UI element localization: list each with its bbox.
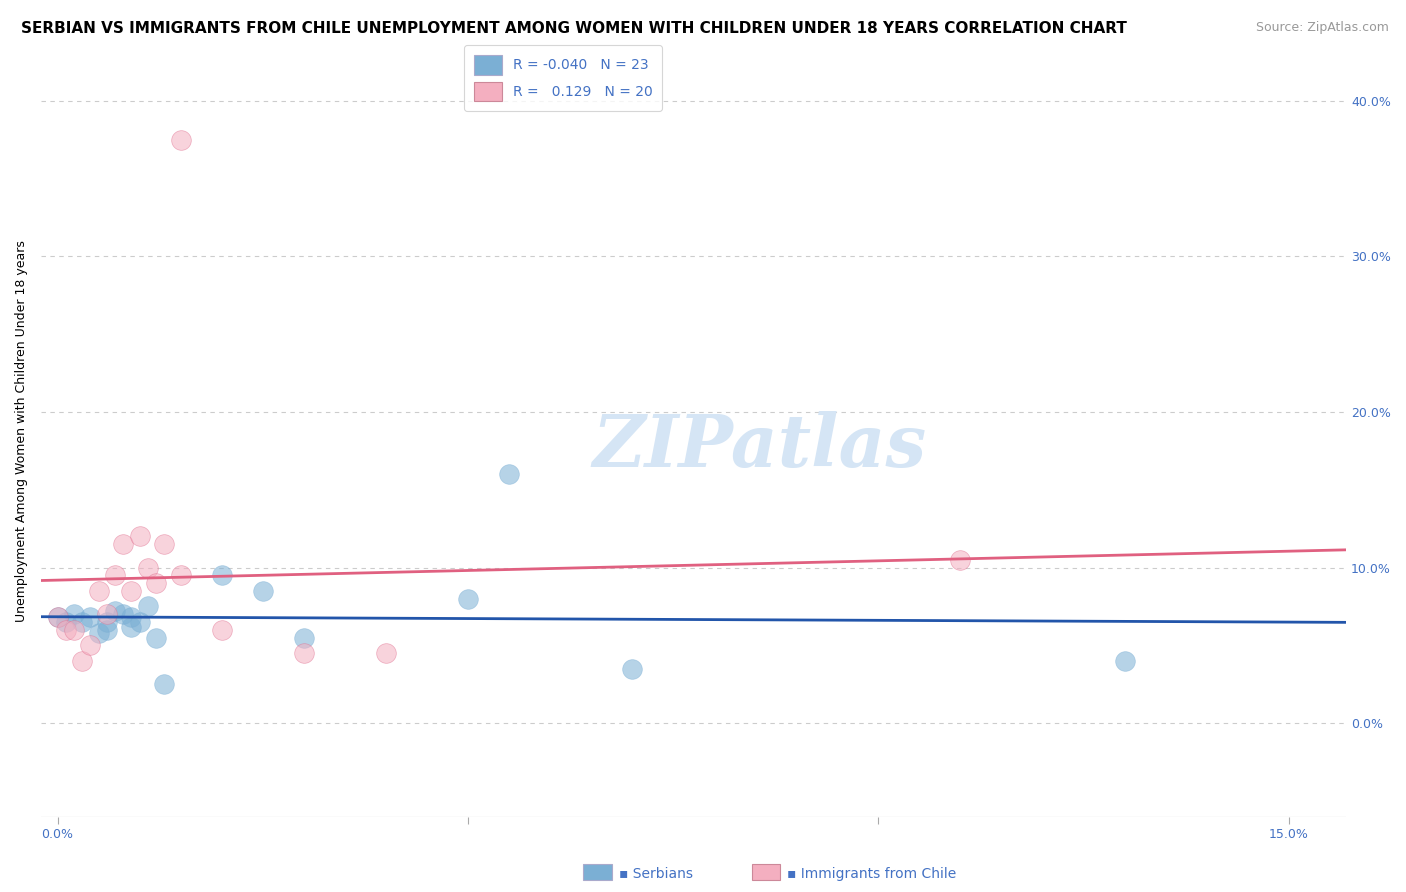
- Point: [136, 599, 159, 614]
- Point: [170, 132, 193, 146]
- Text: SERBIAN VS IMMIGRANTS FROM CHILE UNEMPLOYMENT AMONG WOMEN WITH CHILDREN UNDER 18: SERBIAN VS IMMIGRANTS FROM CHILE UNEMPLO…: [21, 21, 1128, 36]
- Point: [55, 615, 77, 629]
- Point: [104, 568, 127, 582]
- Point: [96, 615, 118, 629]
- Point: [87, 583, 110, 598]
- Text: ▪ Immigrants from Chile: ▪ Immigrants from Chile: [787, 867, 956, 880]
- Point: [121, 620, 143, 634]
- Point: [374, 646, 396, 660]
- Point: [70, 615, 93, 629]
- Text: ZIPatlas: ZIPatlas: [592, 411, 927, 483]
- Point: [128, 615, 150, 629]
- Point: [136, 560, 159, 574]
- Point: [55, 623, 77, 637]
- Point: [96, 607, 118, 622]
- Point: [128, 529, 150, 543]
- Point: [46, 610, 69, 624]
- Text: ▪ Serbians: ▪ Serbians: [619, 867, 693, 880]
- Point: [949, 553, 972, 567]
- Y-axis label: Unemployment Among Women with Children Under 18 years: Unemployment Among Women with Children U…: [15, 241, 28, 623]
- Point: [292, 646, 315, 660]
- Point: [292, 631, 315, 645]
- Point: [104, 604, 127, 618]
- Point: [457, 591, 479, 606]
- Point: [112, 537, 135, 551]
- Point: [145, 631, 167, 645]
- Point: [621, 662, 644, 676]
- Point: [79, 638, 101, 652]
- Legend: R = -0.040   N = 23, R =   0.129   N = 20: R = -0.040 N = 23, R = 0.129 N = 20: [464, 45, 662, 112]
- Point: [96, 623, 118, 637]
- Point: [1114, 654, 1136, 668]
- Point: [79, 610, 101, 624]
- Point: [498, 467, 520, 482]
- Point: [46, 610, 69, 624]
- Point: [153, 677, 176, 691]
- Point: [121, 610, 143, 624]
- Point: [121, 583, 143, 598]
- Point: [170, 568, 193, 582]
- Point: [211, 623, 233, 637]
- Point: [63, 623, 86, 637]
- Point: [153, 537, 176, 551]
- Point: [211, 568, 233, 582]
- Point: [112, 607, 135, 622]
- Point: [252, 583, 274, 598]
- Point: [70, 654, 93, 668]
- Point: [145, 576, 167, 591]
- Point: [87, 626, 110, 640]
- Point: [63, 607, 86, 622]
- Text: Source: ZipAtlas.com: Source: ZipAtlas.com: [1256, 21, 1389, 34]
